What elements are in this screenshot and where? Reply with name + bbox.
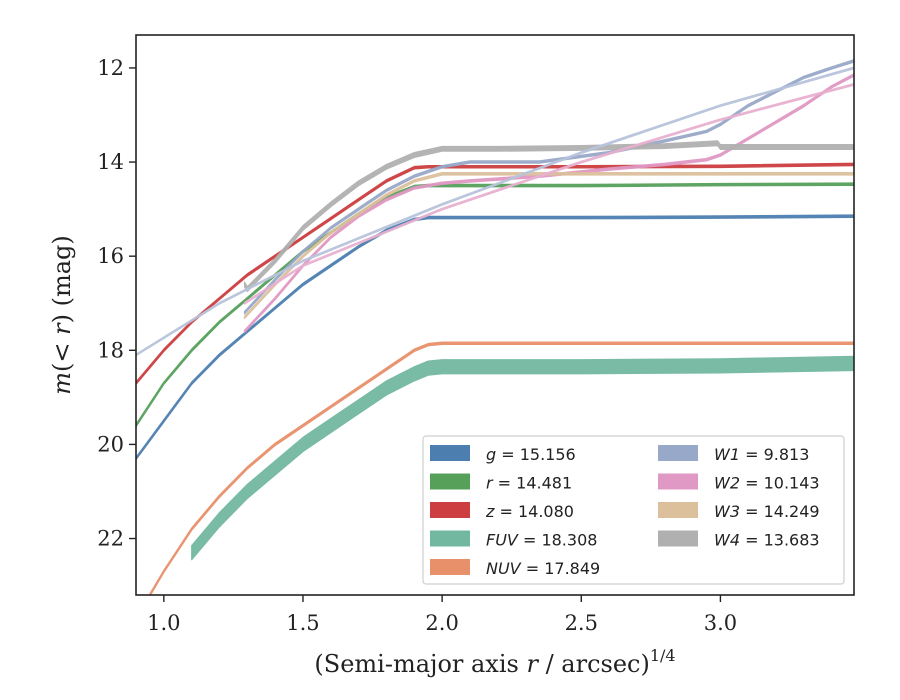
legend-swatch [658,502,698,518]
series-fuv [191,355,854,561]
legend-swatch [430,445,470,461]
x-tick-label: 2.5 [565,611,598,635]
series-aux-10 [243,83,854,305]
x-tick-label: 1.0 [147,611,180,635]
y-axis-label: m(< r) (mag) [48,235,76,395]
x-tick-label: 2.0 [425,611,458,635]
legend-label: NUV = 17.849 [486,559,600,578]
x-tick-label: 3.0 [704,611,737,635]
legend-label: FUV = 18.308 [486,531,597,550]
y-tick-label: 22 [97,527,124,551]
series-w1 [243,59,854,315]
x-tick-label: 1.5 [286,611,319,635]
legend-label: z = 14.080 [485,502,574,521]
y-tick-label: 20 [97,432,124,456]
legend-box [422,435,845,585]
series-g [136,214,854,461]
axis-ticks: 1.0 1.5 2.0 2.5 3.0 12 14 16 18 20 22 [97,56,737,635]
y-tick-label: 16 [97,244,124,268]
legend: g = 15.156 r = 14.481 z = 14.080 FUV = 18.3… [422,435,845,585]
legend-label: g = 15.156 [486,445,576,464]
series-z [136,162,854,385]
legend-swatch [658,530,698,547]
series-layer [136,59,854,595]
series-w3 [243,172,854,320]
series-aux-9 [136,66,854,357]
legend-label: r = 14.481 [486,474,572,493]
series-w2 [243,73,854,334]
x-axis-label: (Semi-major axis r / arcsec)1/4 [314,646,675,678]
series-nuv [149,341,854,595]
series-w4 [243,140,854,293]
y-tick-label: 14 [97,150,124,174]
legend-swatch [658,473,698,490]
y-tick-label: 18 [97,338,124,362]
legend-label: W4 = 13.683 [714,531,820,550]
legend-swatch [430,530,470,547]
plot-frame [135,34,855,596]
legend-swatch [658,445,698,461]
legend-swatch [430,473,470,490]
legend-label: W3 = 14.249 [714,502,820,521]
legend-label: W1 = 9.813 [714,445,809,464]
legend-label: W2 = 10.143 [714,474,820,493]
legend-swatch [430,502,470,518]
series-r [136,182,854,428]
legend-swatch [430,559,470,575]
y-tick-label: 12 [97,56,124,80]
